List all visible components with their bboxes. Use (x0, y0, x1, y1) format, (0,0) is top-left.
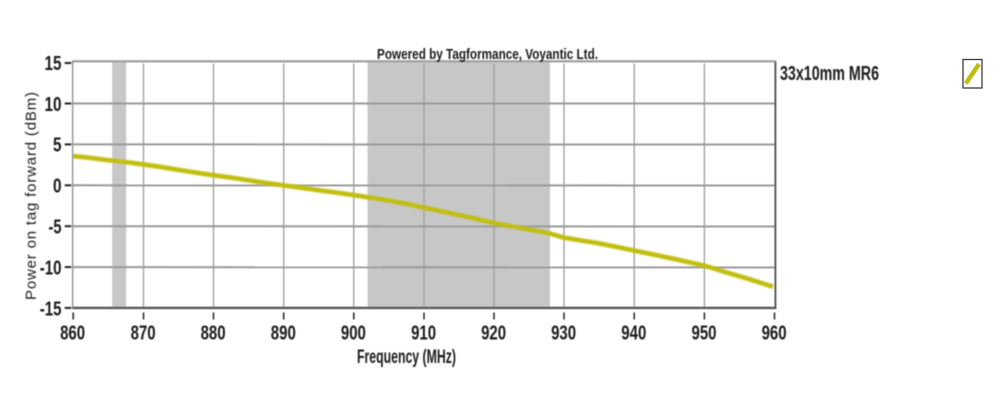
svg-text:Powered by Tagformance, Voyant: Powered by Tagformance, Voyantic Ltd. (377, 47, 598, 63)
svg-text:870: 870 (131, 323, 156, 345)
svg-text:-15: -15 (40, 298, 62, 320)
svg-text:930: 930 (551, 323, 576, 345)
svg-text:Power on tag forward (dBm): Power on tag forward (dBm) (23, 92, 40, 300)
svg-text:910: 910 (411, 323, 436, 345)
svg-text:860: 860 (60, 323, 85, 345)
svg-text:900: 900 (341, 323, 366, 345)
svg-text:940: 940 (621, 323, 646, 345)
svg-text:-5: -5 (49, 217, 62, 239)
svg-text:5: 5 (53, 135, 62, 157)
svg-text:33x10mm MR6: 33x10mm MR6 (780, 62, 879, 85)
svg-text:-10: -10 (40, 257, 62, 279)
svg-text:920: 920 (481, 323, 506, 345)
svg-text:880: 880 (201, 323, 226, 345)
svg-text:Frequency (MHz): Frequency (MHz) (357, 347, 456, 368)
svg-text:10: 10 (45, 94, 62, 116)
svg-text:960: 960 (762, 323, 787, 345)
svg-text:15: 15 (45, 53, 62, 75)
svg-text:950: 950 (692, 323, 717, 345)
svg-text:890: 890 (271, 323, 296, 345)
svg-text:0: 0 (53, 176, 62, 198)
